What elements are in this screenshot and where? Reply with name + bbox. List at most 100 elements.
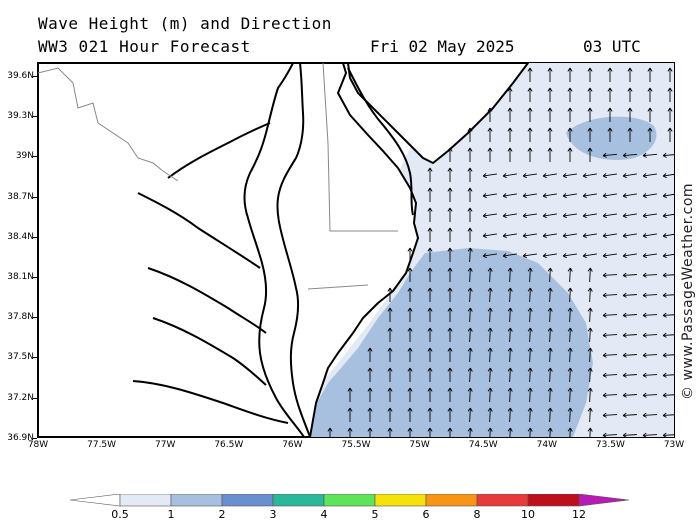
chesapeake-bay xyxy=(132,63,414,437)
lon-tick-label: 74W xyxy=(536,440,557,450)
wave-arrow xyxy=(529,307,531,323)
wave-arrow-head xyxy=(507,107,513,112)
wave-arrow-head xyxy=(587,147,593,152)
legend-label: 3 xyxy=(269,508,277,521)
wave-arrow-head xyxy=(427,387,433,392)
wave-arrow xyxy=(569,327,571,343)
wave-arrow-head xyxy=(602,173,607,179)
wave-arrow-head xyxy=(447,227,453,232)
wave-arrow-head xyxy=(622,412,627,418)
wave-arrow-head xyxy=(547,327,553,332)
lon-tick-label: 76W xyxy=(282,440,303,450)
wave-arrow-head xyxy=(467,247,473,252)
lat-tick-label: 37.2N xyxy=(7,392,34,403)
wave-arrow-head xyxy=(642,152,647,158)
wave-arrow-head xyxy=(427,287,433,292)
james-river xyxy=(132,380,289,424)
wave-arrow-head xyxy=(542,173,547,179)
wave-arrow-head xyxy=(662,432,667,437)
wave-arrow-head xyxy=(662,213,667,219)
wave-arrow-head xyxy=(587,287,593,292)
md-de-border xyxy=(322,63,398,232)
wave-arrow-head xyxy=(387,367,393,372)
wave-arrow-head xyxy=(602,392,607,398)
wave-arrow xyxy=(602,294,618,296)
wave-arrow-head xyxy=(447,187,453,192)
legend-swatch xyxy=(425,494,478,507)
lat-tick-mark xyxy=(33,397,37,399)
wave-arrow-head xyxy=(587,307,593,312)
wave-arrow xyxy=(469,367,471,383)
wave-arrow xyxy=(549,407,551,423)
wave-arrow-head xyxy=(447,267,453,272)
wave-arrow-head xyxy=(547,427,553,432)
wave-arrow-head xyxy=(567,147,573,152)
wave-arrow-head xyxy=(487,287,493,292)
wave-arrow-head xyxy=(407,367,413,372)
wave-arrow xyxy=(503,233,517,237)
wave-map[interactable] xyxy=(37,62,675,438)
legend-swatch xyxy=(221,494,274,507)
wave-arrow xyxy=(623,213,637,217)
new-jersey-coast xyxy=(342,63,529,164)
wave-arrow xyxy=(503,173,517,177)
wave-arrow xyxy=(642,294,658,296)
wave-arrow-head xyxy=(447,367,453,372)
wave-arrow xyxy=(589,367,591,383)
wave-arrow xyxy=(602,153,618,157)
wave-arrow xyxy=(469,387,471,403)
wave-arrow xyxy=(563,233,577,237)
wave-arrow xyxy=(663,253,674,257)
wave-arrow xyxy=(469,267,471,283)
wave-arrow-head xyxy=(567,307,573,312)
wave-arrow-head xyxy=(487,327,493,332)
va-md-border xyxy=(307,284,369,290)
wave-arrow xyxy=(602,414,618,416)
wave-arrow-head xyxy=(447,427,453,432)
wave-arrow-head xyxy=(467,367,473,372)
wave-arrow xyxy=(549,267,551,283)
wave-arrow-head xyxy=(662,372,667,378)
wave-arrow xyxy=(529,427,531,437)
wave-arrow xyxy=(549,367,551,383)
wave-arrow-head xyxy=(542,213,547,219)
wave-arrow xyxy=(642,354,658,356)
wave-arrow-head xyxy=(587,87,593,92)
wave-arrow-head xyxy=(467,227,473,232)
wave-arrow-head xyxy=(642,372,647,378)
lat-tick-label: 37.8N xyxy=(7,312,34,323)
lat-tick-label: 38.4N xyxy=(7,231,34,242)
wave-arrow-head xyxy=(647,127,653,132)
wave-arrow-head xyxy=(662,193,667,199)
wave-arrow-head xyxy=(567,387,573,392)
wave-arrow-head xyxy=(587,407,593,412)
wave-arrow xyxy=(662,334,674,336)
wave-arrow xyxy=(622,434,638,436)
wave-arrow-head xyxy=(502,253,507,259)
lon-tick-label: 75W xyxy=(409,440,430,450)
lon-tick-label: 76.5W xyxy=(214,440,244,450)
wave-arrow xyxy=(529,407,531,423)
wave-arrow-head xyxy=(662,253,667,259)
land-masses xyxy=(38,63,529,437)
wave-arrow xyxy=(569,287,571,303)
forecast-date: Fri 02 May 2025 xyxy=(370,37,515,56)
wave-arrow-head xyxy=(542,253,547,259)
wave-arrow-head xyxy=(662,392,667,398)
wave-arrow-head xyxy=(407,307,413,312)
wave-arrow-head xyxy=(502,193,507,199)
wave-arrow-head xyxy=(467,307,473,312)
wave-arrow-head xyxy=(607,107,613,112)
wave-arrow xyxy=(589,347,591,363)
legend-label: 6 xyxy=(422,508,430,521)
delaware-bay-shore xyxy=(347,67,414,216)
legend-swatch xyxy=(119,494,172,507)
wave-arrow-head xyxy=(662,292,667,298)
wave-arrow-head xyxy=(387,387,393,392)
wave-arrow-head xyxy=(427,187,433,192)
wave-arrow-head xyxy=(602,412,607,418)
legend-label: 8 xyxy=(473,508,481,521)
wave-height-legend xyxy=(69,494,630,507)
wave-arrow xyxy=(603,233,617,237)
wave-arrow-head xyxy=(387,347,393,352)
